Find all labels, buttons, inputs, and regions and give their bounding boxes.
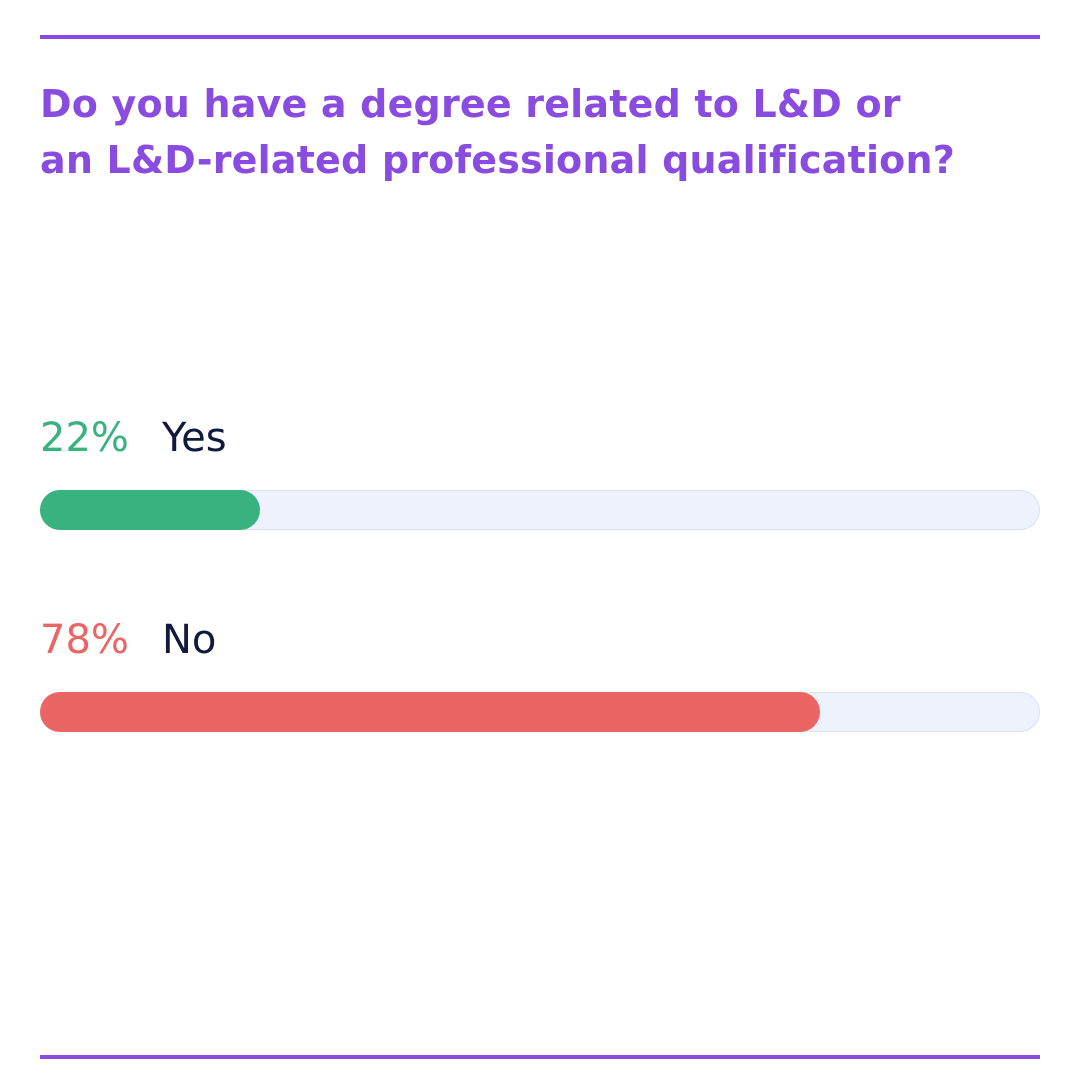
bar-track-no [40, 692, 1040, 732]
bar-track-yes [40, 490, 1040, 530]
bar-item-yes: 22% Yes [40, 408, 1040, 530]
bar-label-row-no: 78% No [40, 610, 1040, 670]
chart-title: Do you have a degree related to L&D or a… [40, 76, 1040, 188]
bar-item-no: 78% No [40, 610, 1040, 732]
bar-label-row-yes: 22% Yes [40, 408, 1040, 468]
bar-fill-no [40, 692, 820, 732]
bar-fill-yes [40, 490, 260, 530]
title-line-1: Do you have a degree related to L&D or [40, 82, 901, 126]
category-label-no: No [162, 617, 217, 663]
bottom-divider [40, 1055, 1040, 1059]
top-divider [40, 35, 1040, 39]
value-label-yes: 22% [40, 415, 129, 461]
value-label-no: 78% [40, 617, 129, 663]
category-label-yes: Yes [162, 415, 227, 461]
title-line-2: an L&D-related professional qualificatio… [40, 138, 955, 182]
